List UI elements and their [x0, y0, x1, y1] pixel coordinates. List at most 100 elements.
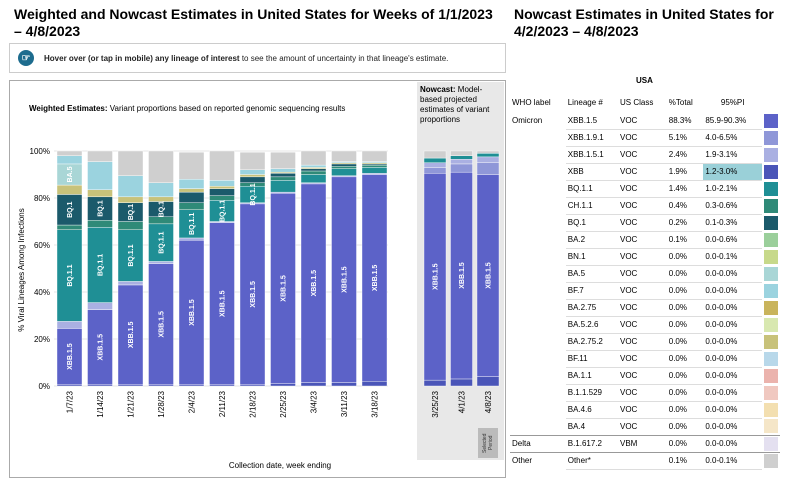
bar-segment [56, 321, 83, 329]
bar-segment [56, 150, 83, 156]
pct-total-cell: 0.0% [666, 282, 704, 300]
bar-segment [178, 209, 205, 239]
color-swatch [764, 113, 778, 128]
color-swatch [764, 385, 778, 400]
table-row[interactable]: BA.2 VOC 0.1% 0.0-0.6% [510, 231, 780, 249]
lineage-cell: BF.7 [565, 282, 618, 300]
pi-cell: 0.1-0.3% [703, 214, 762, 232]
us-class-cell: VOC [618, 367, 667, 385]
us-class-cell: VOC [618, 316, 667, 334]
x-tick-label: 2/18/23 [249, 390, 258, 417]
x-tick-label: 3/25/23 [431, 390, 440, 417]
pi-cell: 4.0-6.5% [703, 129, 762, 147]
pct-total-cell: 1.4% [666, 180, 704, 198]
color-swatch-cell [762, 197, 780, 214]
segment-label: XBB.1.5 [67, 343, 74, 370]
bar-segment [476, 162, 500, 175]
table-row[interactable]: BA.5 VOC 0.0% 0.0-0.0% [510, 265, 780, 283]
table-row[interactable]: BA.4.6 VOC 0.0% 0.0-0.0% [510, 401, 780, 419]
pi-cell: 0.0-0.0% [703, 401, 762, 419]
table-row[interactable]: Delta B.1.617.2 VBM 0.0% 0.0-0.0% [510, 435, 780, 453]
who-label-cell [510, 350, 566, 367]
color-swatch [764, 453, 778, 468]
table-row[interactable]: BN.1 VOC 0.0% 0.0-0.1% [510, 248, 780, 266]
table-row[interactable]: BA.5.2.6 VOC 0.0% 0.0-0.0% [510, 316, 780, 334]
weighted-subtitle-bold: Weighted Estimates: [29, 104, 108, 113]
bar-segment [148, 150, 174, 183]
table-row[interactable]: B.1.1.529 VOC 0.0% 0.0-0.0% [510, 384, 780, 402]
table-row[interactable]: BA.2.75 VOC 0.0% 0.0-0.0% [510, 299, 780, 317]
bar-segment [361, 381, 388, 387]
table-row[interactable]: BA.1.1 VOC 0.0% 0.0-0.0% [510, 367, 780, 385]
color-swatch-cell [762, 282, 780, 299]
table-row[interactable]: BA.4 VOC 0.0% 0.0-0.0% [510, 418, 780, 436]
bar-segment [56, 155, 83, 165]
table-row[interactable]: BF.7 VOC 0.0% 0.0-0.0% [510, 282, 780, 300]
lineage-cell: B.1.617.2 [565, 435, 618, 453]
bar-segment [56, 184, 83, 195]
color-swatch [764, 249, 778, 264]
color-swatch [764, 351, 778, 366]
lineage-cell: BN.1 [565, 248, 618, 266]
segment-label: XBB.1.5 [128, 322, 135, 349]
table-row[interactable]: BQ.1.1 VOC 1.4% 1.0-2.1% [510, 180, 780, 198]
pi-cell: 1.2-3.0% [703, 163, 762, 181]
table-row[interactable]: XBB.1.9.1 VOC 5.1% 4.0-6.5% [510, 129, 780, 147]
pi-cell: 0.0-0.0% [703, 333, 762, 351]
table-row[interactable]: Omicron XBB.1.5 VOC 88.3% 85.9-90.3% [510, 112, 780, 130]
bar-segment [300, 170, 327, 175]
table-row[interactable]: BQ.1 VOC 0.2% 0.1-0.3% [510, 214, 780, 232]
x-tick-label: 1/14/23 [96, 390, 105, 417]
bar-segment [117, 196, 144, 203]
table-row[interactable]: BF.11 VOC 0.0% 0.0-0.0% [510, 350, 780, 368]
lineage-cell: Other* [565, 452, 618, 470]
y-tick-label: 100% [30, 147, 50, 156]
us-class-cell: VBM [618, 435, 667, 453]
segment-label: BQ.1 [159, 201, 166, 217]
table-row[interactable]: XBB.1.5.1 VOC 2.4% 1.9-3.1% [510, 146, 780, 164]
segment-label: BQ.1.1 [67, 264, 74, 286]
color-swatch-cell [762, 384, 780, 401]
bar-segment [450, 159, 473, 165]
bar-segment [209, 195, 235, 201]
bar-segment [476, 376, 500, 387]
y-tick-label: 0% [38, 382, 50, 391]
pct-total-cell: 0.0% [666, 299, 704, 317]
who-label-cell [510, 146, 566, 163]
us-class-cell: VOC [618, 197, 667, 215]
pct-total-cell: 0.1% [666, 231, 704, 249]
us-class-cell: VOC [618, 180, 667, 198]
bar-segment [361, 164, 388, 168]
us-class-cell: VOC [618, 282, 667, 300]
pi-cell: 0.0-0.0% [703, 384, 762, 402]
color-swatch [764, 334, 778, 349]
pct-total-cell: 0.4% [666, 197, 704, 215]
table-row[interactable]: BA.2.75.2 VOC 0.0% 0.0-0.0% [510, 333, 780, 351]
table-row[interactable]: Other Other* 0.1% 0.0-0.1% [510, 452, 780, 470]
table-row[interactable]: CH.1.1 VOC 0.4% 0.3-0.6% [510, 197, 780, 215]
segment-label: BQ.1.1 [128, 244, 135, 266]
pi-cell: 0.0-0.0% [703, 435, 762, 453]
lineage-cell: BF.11 [565, 350, 618, 368]
pct-total-cell: 0.2% [666, 214, 704, 232]
color-swatch [764, 317, 778, 332]
lineage-cell: BA.1.1 [565, 367, 618, 385]
who-label-cell [510, 316, 566, 333]
us-class-cell: VOC [618, 299, 667, 317]
bar-segment [178, 188, 205, 193]
y-tick-label: 60% [34, 241, 50, 250]
who-label-cell [510, 129, 566, 146]
lineage-cell: XBB.1.5 [565, 112, 618, 130]
us-class-cell: VOC [618, 265, 667, 283]
bar-segment [117, 281, 144, 286]
color-swatch-cell [762, 418, 780, 436]
pi-cell: 0.3-0.6% [703, 197, 762, 215]
segment-label: XBB.1.5 [433, 263, 440, 290]
bar-segment [476, 150, 500, 154]
table-row[interactable]: XBB VOC 1.9% 1.2-3.0% [510, 163, 780, 181]
segment-label: BQ.1 [128, 204, 135, 220]
bar-segment [331, 150, 357, 162]
bar-segment [56, 328, 83, 386]
lineage-cell: BA.5.2.6 [565, 316, 618, 334]
